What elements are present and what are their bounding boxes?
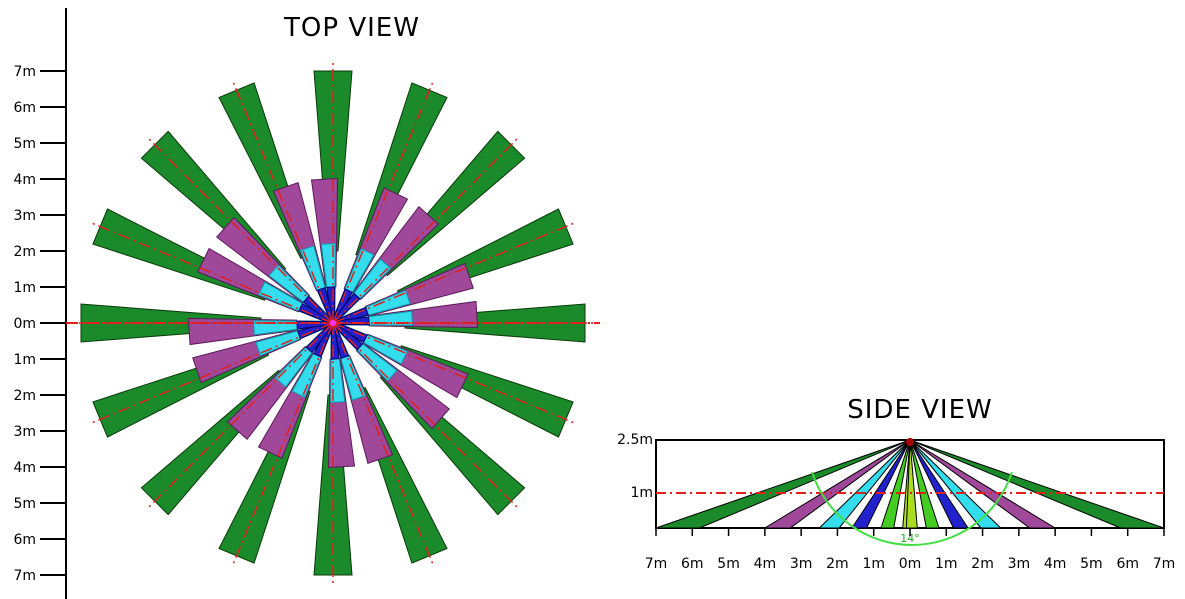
- side-beam: [909, 439, 1057, 529]
- side-beam: [655, 439, 911, 529]
- side-x-tick-label: 4m: [1044, 556, 1067, 572]
- side-x-tick-label: 3m: [790, 556, 813, 572]
- side-x-tick-label: 6m: [681, 556, 704, 572]
- side-sensor: [906, 438, 914, 446]
- y-axis-tick-label: 1m: [13, 352, 36, 368]
- side-view-height-label-top: 2.5m: [617, 432, 653, 448]
- side-view-angle-label: 14°: [900, 532, 920, 545]
- y-axis-tick-label: 3m: [13, 208, 36, 224]
- y-axis-tick-label: 4m: [13, 460, 36, 476]
- side-view-height-label-1m: 1m: [630, 485, 653, 501]
- side-x-tick-label: 3m: [1008, 556, 1031, 572]
- side-x-tick-label: 2m: [826, 556, 849, 572]
- side-beam: [880, 439, 911, 529]
- side-view: SIDE VIEW 14° 2.5m 1m 7m 6m 5m 4m 3m 2m 1m 0m 1m…: [617, 395, 1175, 572]
- side-view-fans: [655, 438, 1165, 529]
- y-axis-tick-label: 2m: [13, 244, 36, 260]
- side-beam: [905, 439, 918, 529]
- sensor-origin: [330, 320, 336, 326]
- y-axis-tick-label: 7m: [13, 64, 36, 80]
- top-view-title: TOP VIEW: [283, 13, 420, 43]
- side-x-tick-label: 5m: [717, 556, 740, 572]
- side-view-title: SIDE VIEW: [847, 395, 992, 425]
- y-axis-tick-label: 6m: [13, 532, 36, 548]
- side-beam: [909, 439, 940, 529]
- y-axis-tick-label: 5m: [13, 496, 36, 512]
- side-x-tick-label: 7m: [645, 556, 668, 572]
- side-x-tick-label: 6m: [1116, 556, 1139, 572]
- side-beam: [818, 439, 911, 529]
- y-axis-tick-label: 4m: [13, 172, 36, 188]
- side-x-tick-label: 1m: [862, 556, 885, 572]
- y-axis-tick-label: 6m: [13, 100, 36, 116]
- y-axis-tick-label: 3m: [13, 424, 36, 440]
- side-beam: [763, 439, 911, 529]
- top-view-axis-lines: [66, 61, 600, 585]
- y-axis-tick-label: 1m: [13, 280, 36, 296]
- side-x-tick-label: 0m: [899, 556, 922, 572]
- y-axis-tick-label: 0m: [13, 316, 36, 332]
- y-axis-tick-label: 7m: [13, 568, 36, 584]
- side-x-tick-label: 5m: [1080, 556, 1103, 572]
- top-view-tick-group: 7m 6m 5m 4m 3m 2m 1m 0m 1m 2m 3m 4m 5m 6m 7m: [13, 64, 66, 584]
- side-view-angle-arc: [811, 471, 1013, 546]
- side-beam: [909, 439, 970, 529]
- side-beam: [850, 439, 911, 529]
- top-view: TOP VIEW 7m 6m 5m 4m 3m 2m 1m 0m 1m 2m 3m 4m 5m 6m 7m: [13, 8, 600, 599]
- y-axis-tick-label: 5m: [13, 136, 36, 152]
- side-x-tick-label: 4m: [754, 556, 777, 572]
- side-view-x-ticks: 7m 6m 5m 4m 3m 2m 1m 0m 1m 2m 3m 4m 5m 6m 7m: [645, 528, 1176, 572]
- side-beam: [909, 439, 1002, 529]
- side-x-tick-label: 1m: [935, 556, 958, 572]
- side-beam: [909, 439, 1165, 529]
- side-x-tick-label: 7m: [1153, 556, 1176, 572]
- side-x-tick-label: 2m: [971, 556, 994, 572]
- y-axis-tick-label: 2m: [13, 388, 36, 404]
